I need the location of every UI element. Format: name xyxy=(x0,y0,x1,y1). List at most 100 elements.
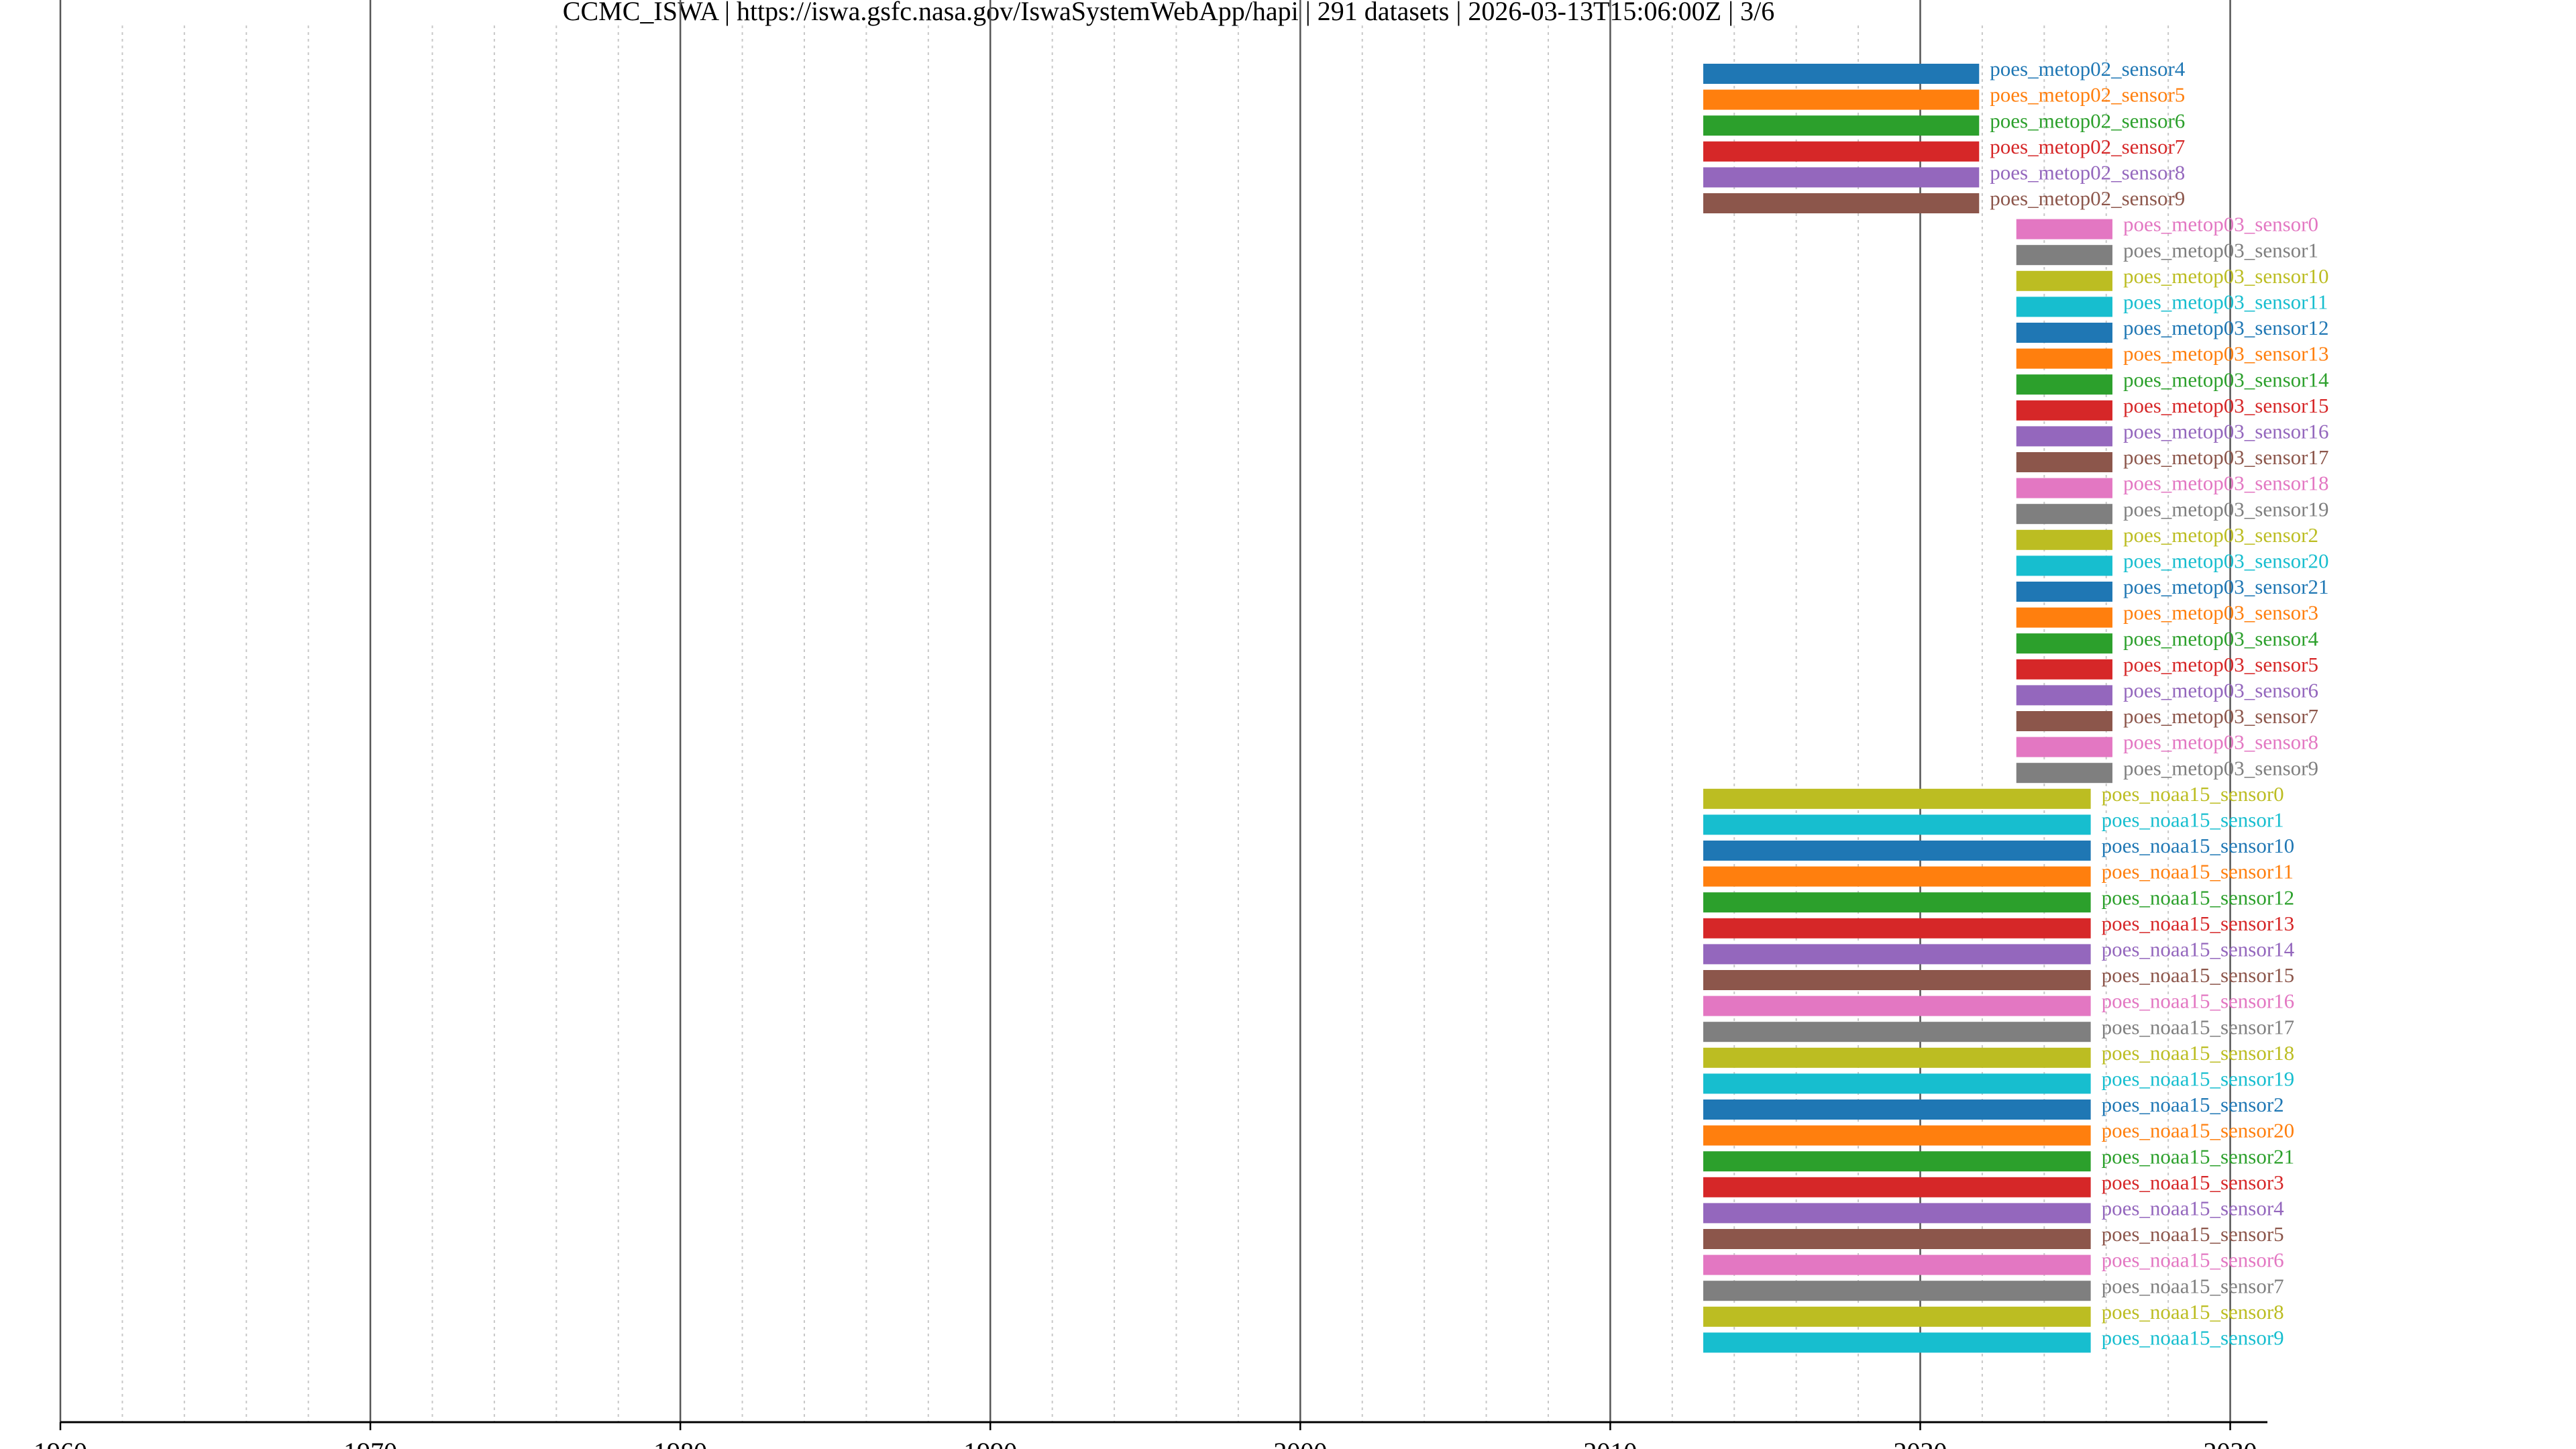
bar-label: poes_noaa15_sensor1 xyxy=(2102,808,2284,832)
bar-label: poes_metop03_sensor9 xyxy=(2123,756,2318,780)
timeline-bar xyxy=(2016,219,2112,239)
timeline-bar xyxy=(1703,64,1980,84)
timeline-bar xyxy=(1703,1254,2091,1275)
bar-label: poes_noaa15_sensor13 xyxy=(2102,912,2295,935)
bar-label: poes_noaa15_sensor18 xyxy=(2102,1041,2295,1065)
timeline-bar xyxy=(1703,970,2091,990)
x-tick-label: 1990 xyxy=(963,1437,1017,1449)
bar-label: poes_metop03_sensor15 xyxy=(2123,394,2329,417)
bar-label: poes_noaa15_sensor5 xyxy=(2102,1222,2284,1246)
bar-label: poes_metop03_sensor21 xyxy=(2123,575,2329,598)
x-tick-label: 1960 xyxy=(34,1437,87,1449)
bar-label: poes_metop03_sensor7 xyxy=(2123,704,2318,728)
timeline-bar xyxy=(2016,426,2112,447)
bar-label: poes_metop03_sensor17 xyxy=(2123,445,2329,469)
timeline-bar xyxy=(1703,1281,2091,1301)
timeline-bar xyxy=(1703,918,2091,938)
x-tick-label: 2010 xyxy=(1583,1437,1637,1449)
bar-label: poes_noaa15_sensor0 xyxy=(2102,782,2284,806)
x-tick-label: 1980 xyxy=(653,1437,707,1449)
bar-label: poes_metop03_sensor0 xyxy=(2123,213,2318,236)
bar-label: poes_metop02_sensor5 xyxy=(1990,83,2185,107)
timeline-bar xyxy=(2016,245,2112,266)
timeline-bar xyxy=(1703,1151,2091,1172)
bar-label: poes_noaa15_sensor6 xyxy=(2102,1248,2284,1272)
bar-label: poes_metop03_sensor10 xyxy=(2123,264,2329,288)
bar-label: poes_metop03_sensor3 xyxy=(2123,601,2318,625)
bar-label: poes_metop03_sensor14 xyxy=(2123,368,2329,391)
timeline-bar xyxy=(1703,1332,2091,1353)
timeline-bar xyxy=(2016,348,2112,369)
timeline-bar xyxy=(1703,996,2091,1016)
timeline-bar xyxy=(2016,711,2112,731)
x-tick-label: 2020 xyxy=(1893,1437,1947,1449)
timeline-bar xyxy=(2016,400,2112,421)
x-tick-label: 2030 xyxy=(2204,1437,2257,1449)
bar-label: poes_metop03_sensor20 xyxy=(2123,549,2329,573)
timeline-bar xyxy=(1703,1047,2091,1068)
timeline-bar xyxy=(2016,607,2112,628)
bar-label: poes_noaa15_sensor3 xyxy=(2102,1171,2284,1194)
bar-label: poes_noaa15_sensor2 xyxy=(2102,1093,2284,1116)
bar-label: poes_noaa15_sensor21 xyxy=(2102,1144,2295,1168)
bar-label: poes_noaa15_sensor4 xyxy=(2102,1197,2285,1220)
bar-label: poes_noaa15_sensor17 xyxy=(2102,1015,2295,1038)
timeline-bar xyxy=(1703,141,1980,162)
bar-label: poes_noaa15_sensor10 xyxy=(2102,834,2295,857)
timeline-bar xyxy=(1703,814,2091,835)
timeline-bar xyxy=(1703,1306,2091,1327)
bar-label: poes_noaa15_sensor11 xyxy=(2102,860,2294,883)
timeline-bar xyxy=(2016,270,2112,291)
bar-label: poes_metop03_sensor8 xyxy=(2123,731,2318,754)
bar-label: poes_noaa15_sensor8 xyxy=(2102,1300,2284,1324)
timeline-bar xyxy=(1703,1229,2091,1249)
bar-label: poes_noaa15_sensor12 xyxy=(2102,885,2295,909)
bar-label: poes_metop02_sensor6 xyxy=(1990,109,2185,132)
bar-label: poes_metop03_sensor16 xyxy=(2123,420,2329,443)
bar-label: poes_noaa15_sensor20 xyxy=(2102,1119,2295,1142)
bar-label: poes_metop02_sensor8 xyxy=(1990,161,2185,184)
bar-label: poes_metop02_sensor4 xyxy=(1990,57,2186,80)
timeline-bar xyxy=(2016,297,2112,317)
timeline-bar xyxy=(2016,452,2112,472)
timeline-bar xyxy=(1703,1022,2091,1042)
bar-label: poes_metop02_sensor7 xyxy=(1990,135,2185,158)
timeline-bar xyxy=(2016,374,2112,395)
bar-label: poes_metop02_sensor9 xyxy=(1990,186,2185,210)
timeline-bar xyxy=(2016,529,2112,550)
bar-label: poes_noaa15_sensor15 xyxy=(2102,963,2295,987)
timeline-bar xyxy=(2016,737,2112,757)
timeline-bar xyxy=(1703,866,2091,887)
timeline-bar xyxy=(2016,582,2112,602)
bar-label: poes_noaa15_sensor19 xyxy=(2102,1067,2295,1091)
bar-label: poes_metop03_sensor11 xyxy=(2123,290,2328,314)
timeline-bar xyxy=(2016,763,2112,784)
bar-label: poes_metop03_sensor2 xyxy=(2123,523,2318,547)
timeline-bar xyxy=(2016,504,2112,525)
bar-label: poes_metop03_sensor1 xyxy=(2123,238,2318,262)
timeline-bar xyxy=(2016,323,2112,343)
bar-label: poes_metop03_sensor5 xyxy=(2123,653,2318,676)
timeline-bar xyxy=(2016,555,2112,576)
bar-label: poes_noaa15_sensor7 xyxy=(2102,1274,2284,1297)
timeline-bar xyxy=(1703,944,2091,965)
timeline-bar xyxy=(1703,841,2091,861)
timeline-bar xyxy=(1703,1125,2091,1146)
timeline-bar xyxy=(1703,1099,2091,1120)
timeline-bar xyxy=(1703,89,1980,110)
chart-title: CCMC_ISWA | https://iswa.gsfc.nasa.gov/I… xyxy=(563,0,1774,26)
bar-label: poes_metop03_sensor12 xyxy=(2123,316,2329,339)
timeline-bar xyxy=(1703,1073,2091,1094)
bar-label: poes_metop03_sensor6 xyxy=(2123,679,2318,702)
timeline-bar xyxy=(1703,788,2091,809)
x-tick-label: 1970 xyxy=(343,1437,397,1449)
bar-label: poes_metop03_sensor19 xyxy=(2123,497,2329,521)
timeline-bar xyxy=(1703,1203,2091,1224)
major-grid xyxy=(59,0,2231,1422)
bar-label: poes_noaa15_sensor14 xyxy=(2102,938,2295,961)
bar-label: poes_noaa15_sensor9 xyxy=(2102,1326,2284,1350)
timeline-bar xyxy=(2016,633,2112,654)
timeline-bar xyxy=(1703,892,2091,913)
bar-label: poes_noaa15_sensor16 xyxy=(2102,989,2295,1013)
